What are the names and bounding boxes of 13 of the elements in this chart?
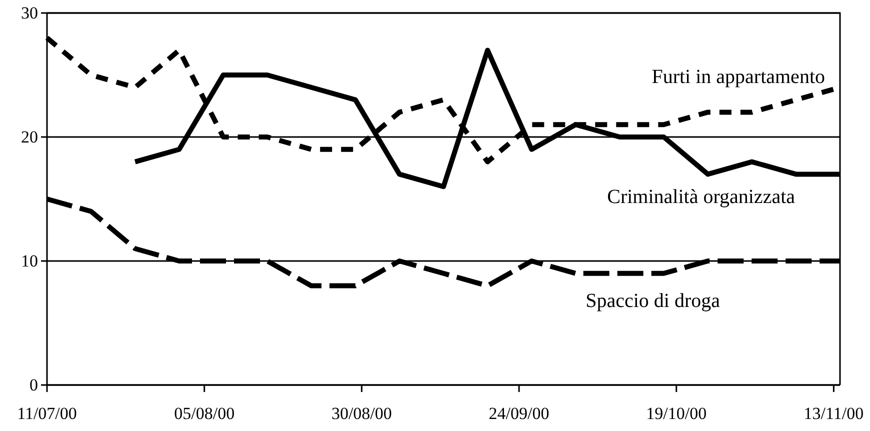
series-label: Criminalità organizzata	[607, 186, 796, 208]
series-label: Spaccio di droga	[586, 290, 720, 312]
y-tick-label: 30	[21, 3, 38, 22]
y-tick-label: 0	[30, 375, 38, 394]
x-tick-label: 19/10/00	[646, 404, 707, 423]
x-tick-label: 11/07/00	[17, 404, 77, 423]
x-tick-label: 24/09/00	[488, 404, 550, 423]
x-tick-label: 30/08/00	[331, 404, 392, 423]
x-tick-label: 13/11/00	[804, 404, 864, 423]
y-tick-label: 10	[21, 251, 38, 270]
x-tick-label: 05/08/00	[174, 404, 235, 423]
y-tick-label: 20	[21, 127, 38, 146]
series-label: Furti in appartamento	[652, 66, 825, 88]
